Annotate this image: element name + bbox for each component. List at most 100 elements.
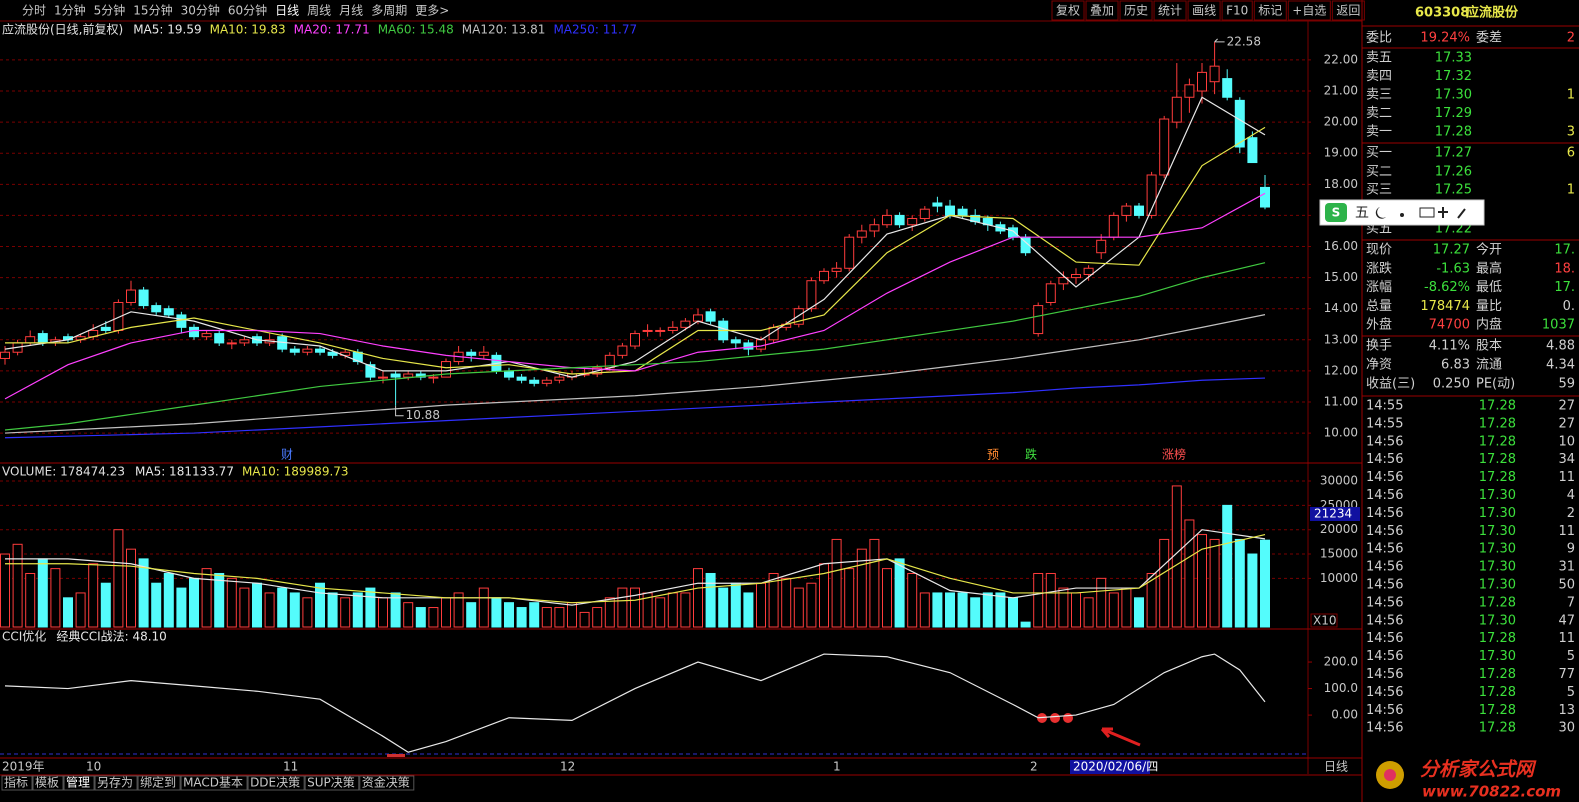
quote-cell: 18. [1554,261,1575,276]
volume-bar [806,582,817,628]
date-label: 11 [283,760,298,774]
tick-volume: 27 [1558,399,1575,414]
button-frame [180,775,248,791]
tick-price: 17.30 [1479,649,1516,664]
bottom-tab[interactable]: 指标 [4,775,28,790]
event-marker: 涨榜 [1162,447,1186,462]
bottom-tab[interactable]: 资金决策 [362,775,410,790]
volume-bar [1096,577,1107,628]
bottom-tab[interactable]: 绑定到 [140,775,176,790]
volume-bar [201,568,212,628]
volume-bar [680,592,691,628]
quote-cell: 最低 [1476,280,1502,295]
bottom-tab[interactable]: DDE决策 [250,776,300,790]
candle-body [667,326,678,331]
bottom-tab[interactable]: 管理 [66,775,90,790]
quote-cell: 178474 [1420,299,1470,314]
bottom-tab[interactable]: 模板 [35,776,59,790]
tool-button[interactable]: F10 [1226,4,1248,18]
candle-body [163,308,174,316]
period-tab[interactable]: 5分钟 [94,3,126,18]
tick-time: 14:56 [1366,542,1403,557]
y-tick-label: 16.00 [1324,239,1358,253]
button-frame [304,775,360,791]
period-tab[interactable]: 日线 [275,4,299,18]
bottom-tab[interactable]: MACD基本 [183,776,243,790]
watermark [1376,761,1404,789]
y-tick-label: 22.00 [1324,52,1358,66]
candle-body [1121,205,1132,216]
legend-entry: MA120: 13.81 [462,23,546,37]
y-tick-label: 12.00 [1324,363,1358,377]
tick-price: 17.28 [1479,470,1516,485]
ime-toolbar: S 五 [1319,199,1485,226]
period-tab[interactable]: 更多> [415,4,449,18]
tick-volume: 4 [1567,488,1575,503]
volume-bar [781,577,792,628]
quote-cell: 74700 [1429,318,1470,333]
tool-button[interactable]: 画线 [1192,4,1216,18]
candle-body [882,214,892,226]
period-tab[interactable]: 周线 [307,4,331,18]
tick-time: 14:55 [1366,399,1403,414]
tool-button[interactable]: 返回 [1336,4,1360,18]
volume-bar [516,607,527,628]
candle-body [138,289,149,307]
volume-bar [302,597,313,628]
y-tick-label: 20000 [1320,522,1358,536]
bottom-tab[interactable]: SUP决策 [307,776,355,790]
tool-button[interactable]: 叠加 [1090,4,1114,18]
tool-button[interactable]: 统计 [1158,4,1182,18]
volume-bar [113,529,124,628]
watermark-url: www.70822.com [1422,783,1561,801]
legend-entry: 经典CCI战法: 48.10 [56,630,167,644]
date-label: 2019年 [2,760,45,774]
period-tab[interactable]: 1分钟 [54,3,86,18]
candle-body [214,333,225,344]
quote-cell: 量比 [1476,299,1502,314]
button-frame [63,775,95,791]
period-tab[interactable]: 60分钟 [228,3,267,18]
tick-volume: 11 [1558,631,1575,646]
volume-bar [491,597,502,628]
candle-body [1146,174,1157,216]
volume-bar [176,587,187,628]
tool-button[interactable]: +自选 [1292,4,1326,18]
button-frame [94,775,138,791]
volume-bar [693,568,703,628]
bottom-tab[interactable]: 另存为 [97,776,133,790]
volume-bar [1146,572,1157,628]
candle-body [201,333,212,338]
volume-bar [579,611,590,628]
period-tab[interactable]: 30分钟 [181,3,220,18]
quote-cell: 4.34 [1546,358,1575,373]
period-tab[interactable]: 15分钟 [133,3,172,18]
candle-body [378,376,388,379]
volume-bar [756,582,766,628]
quote-cell: 17.27 [1433,243,1470,258]
tool-button[interactable]: 历史 [1124,4,1148,18]
pane-title: 应流股份(日线,前复权) [2,22,123,37]
candle-body [1071,273,1081,279]
period-tab[interactable]: 分时 [22,4,46,18]
volume-bar [743,592,754,628]
volume-bar [378,597,388,628]
ask-label: 卖三 [1366,88,1392,103]
tick-volume: 5 [1567,685,1575,700]
volume-bar [12,543,23,628]
cci-signal-bar [387,754,405,757]
volume-bar [163,572,174,628]
tick-volume: 9 [1567,542,1575,557]
volume-bar [428,607,439,628]
volume-bar [453,592,464,628]
volume-bar [617,587,628,628]
period-tab[interactable]: 月线 [339,4,363,18]
tool-button[interactable]: 标记 [1258,4,1282,18]
tick-price: 17.28 [1479,721,1516,736]
volume-bar [907,572,918,628]
period-tab[interactable]: 多周期 [371,4,407,18]
volume-bar [1045,572,1056,628]
tool-button[interactable]: 复权 [1056,4,1080,18]
button-frame [1187,0,1221,21]
stock-name: 应流股份 [1466,5,1519,21]
